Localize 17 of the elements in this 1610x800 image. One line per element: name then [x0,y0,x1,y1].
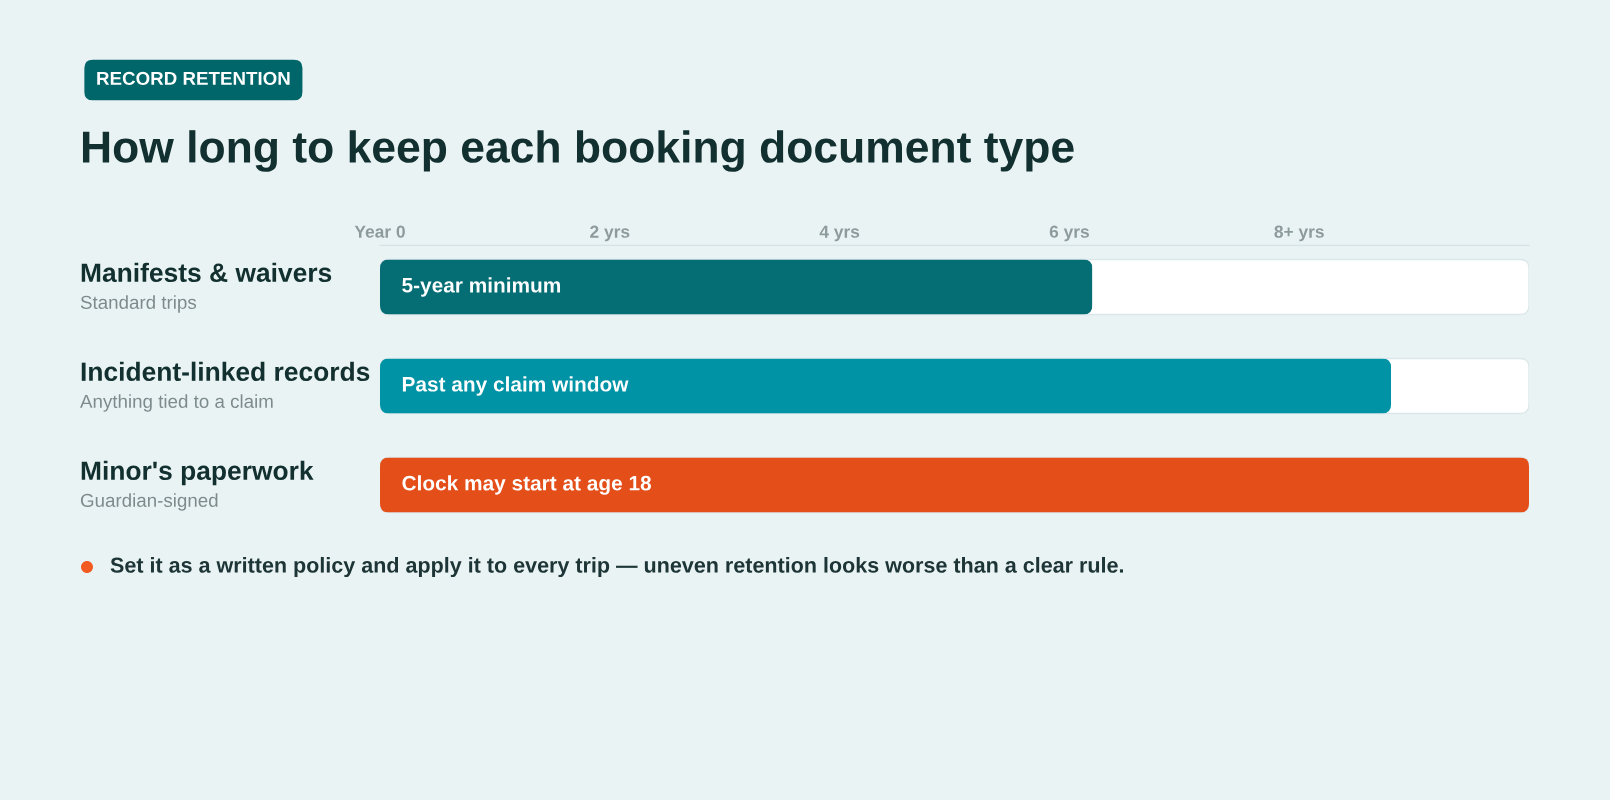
text: Guardian-signed [80,493,218,511]
annotation: Clock may start at age 18 [402,475,652,495]
annotation: 5-year minimum [402,277,561,297]
x-tick-label: 4 yrs [819,225,860,242]
text: Standard trips [80,295,197,313]
text: Set it as a written policy and apply it to every trip — uneven retention looks worse than a clear rule. [110,556,1123,578]
y-tick-label: Manifests & waivers [81,262,332,283]
chart-title: How long to keep each booking document type [82,130,1074,172]
annotation: Past any claim window [402,376,629,396]
text: Anything tied to a claim [80,394,273,412]
y-tick-label: Minor's paperwork [81,460,314,486]
x-tick-label: 8+ yrs [1274,225,1324,242]
x-tick-label: 2 yrs [590,225,630,242]
y-tick-label: Incident-linked records [81,361,370,382]
x-tick-label: 6 yrs [1049,225,1089,242]
text: RECORD RETENTION [97,71,290,86]
x-tick-label: Year 0 [354,225,405,238]
